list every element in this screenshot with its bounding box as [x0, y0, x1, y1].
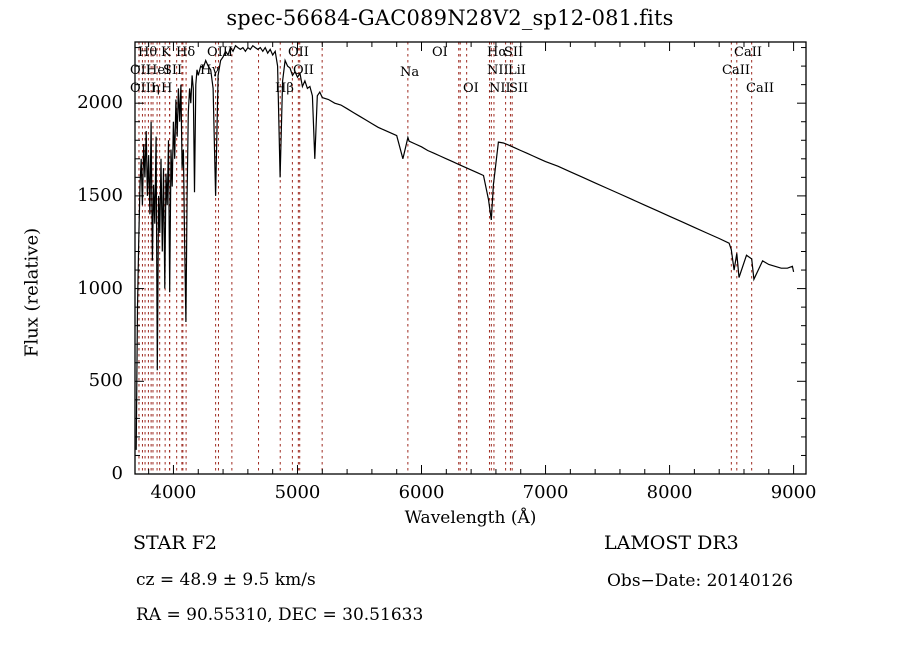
- x-axis-label: Wavelength (Å): [404, 508, 537, 528]
- spectral-line-label-20: H: [161, 81, 173, 96]
- observation-date: Obs−Date: 20140126: [607, 571, 794, 591]
- y-tick-label-0: 0: [111, 463, 123, 484]
- x-tick-label-3: 7000: [522, 482, 569, 503]
- coordinates: RA = 90.55310, DEC = 30.51633: [136, 605, 424, 625]
- spectral-line-label-4: OII: [288, 45, 309, 60]
- x-tick-label-1: 5000: [274, 482, 321, 503]
- object-type: STAR F2: [133, 532, 217, 554]
- spectral-line-label-21: Hβ: [275, 81, 294, 96]
- spectral-line-label-25: CaII: [746, 81, 774, 96]
- survey-name: LAMOST DR3: [604, 532, 739, 554]
- spectral-line-label-9: OII: [130, 63, 151, 78]
- x-tick-label-4: 8000: [646, 482, 693, 503]
- spectral-line-label-13: OII: [293, 63, 314, 78]
- spectral-line-label-16: LiI: [508, 63, 526, 78]
- x-tick-label-2: 6000: [398, 482, 445, 503]
- spectral-line-label-12: Hγ: [200, 63, 220, 78]
- redshift-velocity: cz = 48.9 ± 9.5 km/s: [136, 570, 316, 590]
- y-tick-label-3: 1500: [77, 184, 123, 206]
- spectral-line-label-2: Hδ: [176, 45, 196, 60]
- spectrum-trace: [135, 44, 795, 450]
- spectral-line-label-19: η: [152, 81, 160, 96]
- spectral-line-label-0: Hθ: [138, 45, 158, 60]
- spectral-line-label-17: CaII: [722, 63, 750, 78]
- spectral-line-label-24: SII: [509, 81, 529, 96]
- y-axis-label: Flux (relative): [21, 227, 43, 358]
- spectral-line-label-5: OI: [432, 45, 448, 60]
- spectral-line-label-23: NII: [489, 81, 511, 96]
- y-tick-label-2: 1000: [77, 277, 123, 299]
- spectral-line-label-10: HeI: [146, 63, 171, 78]
- spectral-line-label-6: Hα: [487, 45, 508, 60]
- spectral-line-label-1: K: [161, 45, 171, 60]
- y-tick-label-4: 2000: [77, 92, 123, 114]
- x-tick-label-5: 9000: [770, 482, 817, 503]
- spectral-line-label-15: NII: [487, 63, 509, 78]
- spectral-line-label-8: CaII: [734, 45, 762, 60]
- y-tick-label-1: 500: [88, 370, 123, 392]
- spectral-line-label-14: Na: [400, 65, 420, 80]
- plot-border: [134, 41, 807, 475]
- spectral-line-label-3: OIII: [207, 45, 234, 60]
- spectral-line-label-11: SII: [163, 63, 183, 78]
- spectral-line-label-7: SII: [504, 45, 524, 60]
- x-tick-label-0: 4000: [150, 482, 197, 503]
- spectral-line-label-18: OIII: [130, 81, 157, 96]
- line-markers-group: [138, 42, 753, 474]
- axis-frame: [134, 41, 807, 475]
- spectral-line-label-22: OI: [463, 81, 479, 96]
- page-title: spec-56684-GAC089N28V2_sp12-081.fits: [226, 6, 674, 30]
